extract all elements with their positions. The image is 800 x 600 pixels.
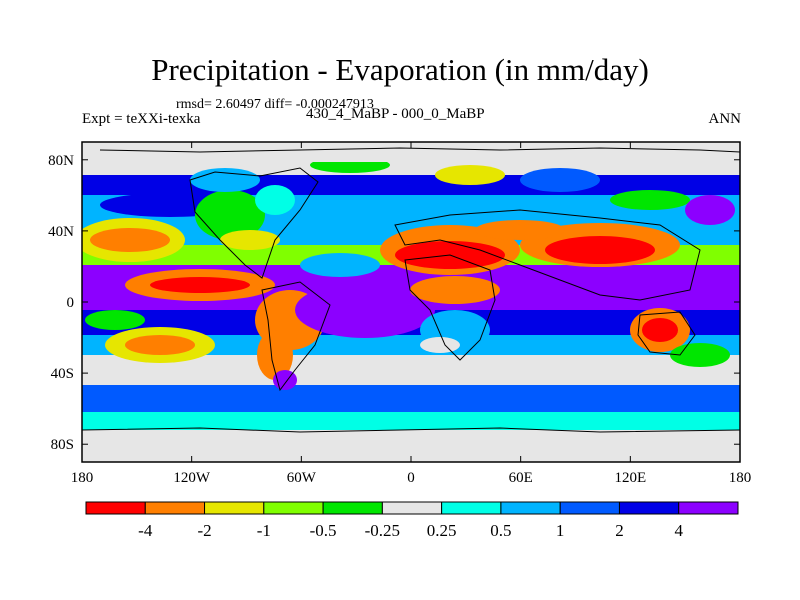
x-tick-label: 120E bbox=[614, 470, 646, 486]
colorbar-swatch bbox=[85, 501, 146, 515]
period-label: 430_4_MaBP - 000_0_MaBP bbox=[306, 106, 485, 122]
field-contours bbox=[82, 142, 740, 462]
coastlines bbox=[82, 147, 740, 433]
experiment-label: Expt = teXXi-texka bbox=[82, 111, 201, 127]
colorbar-swatch bbox=[500, 501, 561, 515]
x-tick-label: 60W bbox=[287, 470, 317, 486]
y-tick-label: 0 bbox=[67, 295, 75, 311]
colorbar-label: -2 bbox=[197, 521, 211, 540]
y-tick-label: 40N bbox=[48, 224, 74, 240]
colorbar-swatch bbox=[144, 501, 206, 515]
colorbar-label: 1 bbox=[556, 521, 565, 540]
map-ticks: 180 120W 60W 0 60E 120E 180 80N 40N 0 40S 80S bbox=[48, 142, 751, 486]
x-tick-label: 120W bbox=[173, 470, 211, 486]
colorbar-label: 0.5 bbox=[490, 521, 511, 540]
colorbar-swatch bbox=[618, 501, 680, 515]
colorbar-swatch bbox=[441, 501, 502, 515]
colorbar-swatch bbox=[678, 501, 739, 515]
colorbar-label: -0.5 bbox=[310, 521, 337, 540]
colorbar-label: 4 bbox=[674, 521, 683, 540]
colorbar-swatch bbox=[263, 501, 324, 515]
season-label: ANN bbox=[708, 111, 742, 127]
y-tick-label: 80S bbox=[51, 437, 74, 453]
map-title: Precipitation - Evaporation (in mm/day) bbox=[151, 52, 649, 87]
colorbar-swatch bbox=[322, 501, 383, 515]
colorbar-label: -1 bbox=[257, 521, 271, 540]
colorbar: -4 -2 -1 -0.5 -0.25 0.25 0.5 1 2 4 bbox=[85, 501, 739, 540]
stats-subtitle: rmsd= 2.60497 diff= -0.000247913 bbox=[176, 97, 374, 112]
colorbar-swatch bbox=[204, 501, 265, 515]
colorbar-swatch bbox=[559, 501, 620, 515]
colorbar-label: -0.25 bbox=[365, 521, 400, 540]
x-tick-label: 60E bbox=[509, 470, 533, 486]
y-tick-label: 80N bbox=[48, 153, 74, 169]
colorbar-label: 2 bbox=[615, 521, 624, 540]
colorbar-swatch bbox=[381, 501, 443, 515]
x-tick-label: 0 bbox=[407, 470, 415, 486]
colorbar-label: 0.25 bbox=[427, 521, 457, 540]
colorbar-label: -4 bbox=[138, 521, 153, 540]
x-tick-label: 180 bbox=[729, 470, 752, 486]
x-tick-label: 180 bbox=[71, 470, 94, 486]
y-tick-label: 40S bbox=[51, 366, 74, 382]
